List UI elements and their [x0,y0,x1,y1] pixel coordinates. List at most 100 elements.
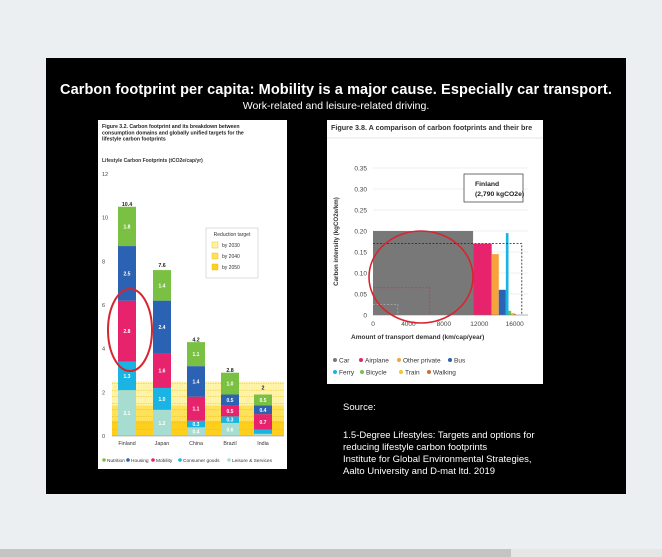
bar-segment [118,246,136,301]
y-axis-label: Lifestyle Carbon Footprints (tCO2e/cap/y… [102,158,203,164]
target-outline [373,287,431,315]
source-line: 1.5-Degree Lifestyles: Targets and optio… [343,430,535,441]
y-tick-label: 4 [102,347,105,353]
y-tick-label: 0.15 [354,250,367,257]
bar-value-label: 1.4 [193,379,200,385]
legend-marker [178,458,182,462]
y-tick-label: 0.10 [354,271,367,278]
transport-block [498,289,506,315]
figure-transport-comparison: Figure 3.8. A comparison of carbon footp… [327,120,543,384]
slide-subtitle: Work-related and leisure-related driving… [242,100,430,112]
figure-label-line: consumption domains and globally unified… [102,130,244,136]
bar-value-label: 1.6 [159,369,166,375]
x-tick-label: Finland [118,441,135,447]
transport-block [473,243,492,315]
bar-segment [153,409,171,436]
bar-value-label: 1.2 [159,421,166,427]
legend-entry: Train [405,370,420,377]
x-tick-label: 12000 [470,321,488,328]
figure-label: Figure 3.8. A comparison of carbon footp… [331,123,532,132]
reduction-target-swatch [211,252,219,260]
transport-block [508,310,512,315]
reduction-target-swatch [211,263,219,271]
y-tick-label: 10 [102,216,108,222]
legend-marker [333,358,337,362]
legend-marker [360,370,364,374]
bar-total-label: 7.6 [158,263,165,269]
x-tick-label: China [189,441,203,447]
legend-entry: Bicycle [366,370,387,377]
target-outline [373,304,399,315]
figure-label-line: lifestyle carbon footprints [102,137,166,143]
legend-marker [151,458,155,462]
annotation-line: Finland [475,181,499,188]
bar-value-label: 1.0 [227,382,234,388]
legend-marker [227,458,231,462]
legend-marker [448,358,452,362]
reduction-target-entry: by 2040 [222,254,240,260]
bar-value-label: 2.5 [124,271,131,277]
x-axis-label: Amount of transport demand (km/cap/year) [351,334,484,341]
bar-value-label: 1.4 [159,283,166,289]
slide: Carbon footprint per capita: Mobility is… [46,58,626,494]
bar-segment [187,342,205,367]
annotation-line: (2,790 kgCO2e) [475,191,524,198]
legend-entry: Other private [403,358,441,365]
source-line: reducing lifestyle carbon footprints [343,442,488,453]
bar-segment [221,372,239,395]
bar-segment [254,433,272,436]
x-tick-label: 0 [371,321,375,328]
bar-segment [153,387,171,410]
y-tick-label: 0.30 [354,187,367,194]
x-tick-label: 8000 [437,321,452,328]
legend-entry: Leisure & Services [232,458,273,464]
legend-marker [333,370,337,374]
scrollbar-thumb[interactable] [0,549,511,557]
legend-entry: Bus [454,358,466,365]
y-tick-label: 8 [102,259,105,265]
reduction-target-swatch [211,241,219,249]
bar-segment [187,396,205,421]
bar-value-label: 0.3 [193,422,200,428]
bar-total-label: 2.8 [226,368,233,374]
x-tick-label: India [257,441,269,447]
y-tick-label: 0 [363,313,367,320]
bar-segment [254,405,272,415]
bar-value-label: 1.8 [124,224,131,230]
legend-marker [359,358,363,362]
bar-segment [254,429,272,434]
bar-segment [221,394,239,406]
source-line: Institute for Global Environmental Strat… [343,454,532,465]
y-tick-label: 0.05 [354,292,367,299]
bar-total-label: 10.4 [122,202,132,208]
highlight-circle [107,288,153,372]
bar-value-label: 1.1 [193,407,200,413]
bar-value-label: 0.5 [260,398,267,404]
y-tick-label: 2 [102,390,105,396]
bar-value-label: 2.8 [124,329,131,335]
legend-entry: Airplane [365,358,389,365]
bar-segment [221,416,239,423]
y-tick-label: 0 [102,434,105,440]
bar-total-label: 2 [262,385,265,391]
reduction-target-title: Reduction target [214,232,251,238]
y-tick-label: 0.20 [354,229,367,236]
reduction-target-entry: by 2030 [222,243,240,249]
horizontal-scrollbar[interactable] [0,549,662,557]
transport-block [491,254,499,315]
bar-segment [118,206,136,247]
bar-value-label: 0.4 [260,408,267,414]
y-tick-label: 0.35 [354,166,367,173]
legend-entry: Walking [433,370,456,377]
legend-entry: Consumer goods [183,458,220,464]
bar-segment [153,270,171,301]
source-line: Aalto University and D-mat ltd. 2019 [343,466,496,477]
x-tick-label: 4000 [401,321,416,328]
bar-value-label: 2.1 [124,411,131,417]
bar-total-label: 4.2 [192,337,199,343]
reduction-target-entry: by 2050 [222,265,240,271]
source-citation: 1.5-Degree Lifestyles: Targets and optio… [343,430,593,478]
bar-segment [254,414,272,430]
bar-segment [221,422,239,436]
bar-value-label: 1.3 [124,374,131,380]
